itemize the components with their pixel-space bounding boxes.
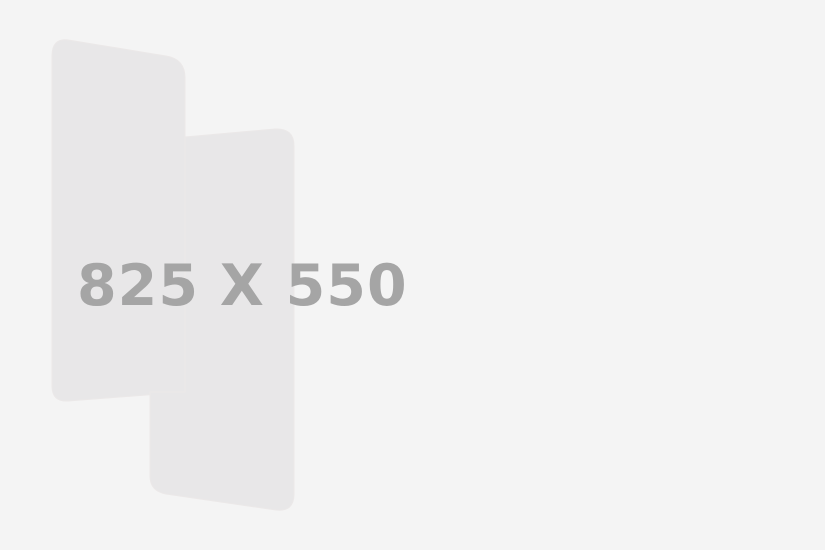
placeholder-panel-right — [149, 128, 295, 511]
placeholder-dimensions-text: 825 X 550 — [77, 253, 408, 319]
placeholder-panel-left — [51, 39, 186, 402]
